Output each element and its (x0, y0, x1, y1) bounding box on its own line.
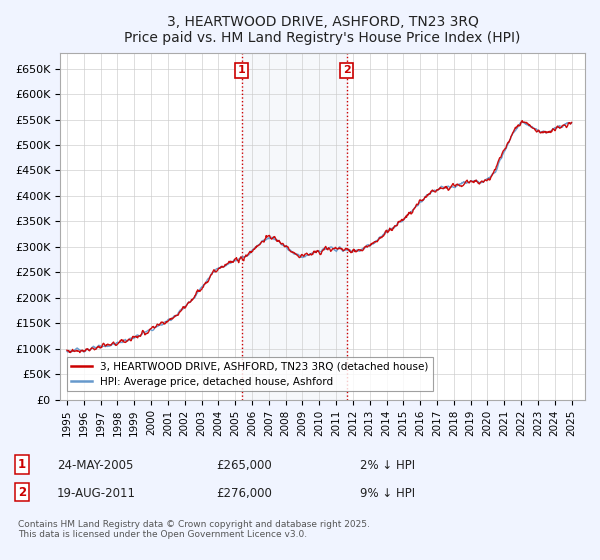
Text: 2% ↓ HPI: 2% ↓ HPI (360, 459, 415, 472)
Text: 19-AUG-2011: 19-AUG-2011 (57, 487, 136, 500)
Text: 24-MAY-2005: 24-MAY-2005 (57, 459, 133, 472)
Text: Contains HM Land Registry data © Crown copyright and database right 2025.
This d: Contains HM Land Registry data © Crown c… (18, 520, 370, 539)
Text: 1: 1 (18, 458, 26, 471)
Text: £276,000: £276,000 (216, 487, 272, 500)
Text: 2: 2 (18, 486, 26, 498)
Title: 3, HEARTWOOD DRIVE, ASHFORD, TN23 3RQ
Price paid vs. HM Land Registry's House Pr: 3, HEARTWOOD DRIVE, ASHFORD, TN23 3RQ Pr… (124, 15, 521, 45)
Text: £265,000: £265,000 (216, 459, 272, 472)
Text: 2: 2 (343, 66, 350, 76)
Bar (242, 53, 347, 400)
Text: 9% ↓ HPI: 9% ↓ HPI (360, 487, 415, 500)
Text: 1: 1 (238, 66, 245, 76)
Legend: 3, HEARTWOOD DRIVE, ASHFORD, TN23 3RQ (detached house), HPI: Average price, deta: 3, HEARTWOOD DRIVE, ASHFORD, TN23 3RQ (d… (67, 357, 433, 391)
